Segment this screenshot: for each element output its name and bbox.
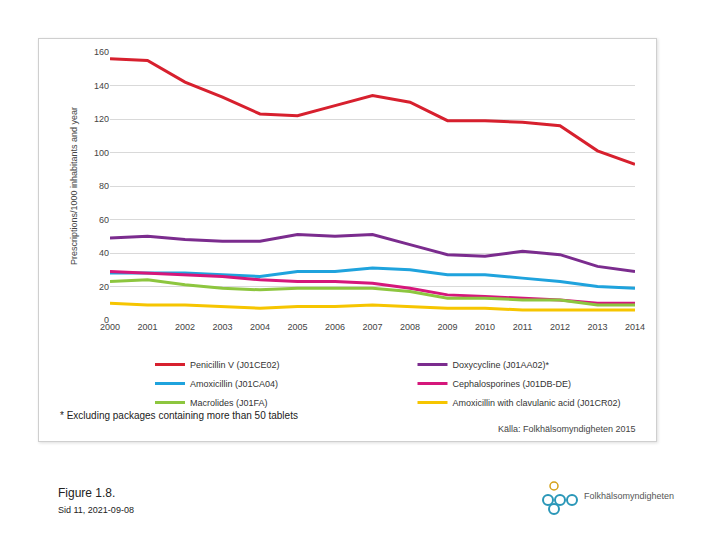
svg-text:2013: 2013	[587, 322, 607, 332]
svg-text:100: 100	[94, 148, 109, 158]
svg-text:2011: 2011	[513, 322, 532, 332]
svg-text:2009: 2009	[437, 322, 457, 332]
svg-text:2002: 2002	[175, 322, 195, 332]
svg-text:Cephalosporines (J01DB-DE): Cephalosporines (J01DB-DE)	[453, 379, 572, 389]
svg-text:2010: 2010	[475, 322, 495, 332]
svg-text:Amoxicillin with clavulanic ac: Amoxicillin with clavulanic acid (J01CR0…	[453, 398, 621, 408]
svg-text:Penicillin V (J01CE02): Penicillin V (J01CE02)	[190, 360, 280, 370]
svg-text:2005: 2005	[287, 322, 307, 332]
svg-text:0: 0	[104, 315, 109, 325]
svg-text:Macrolides (J01FA): Macrolides (J01FA)	[190, 398, 268, 408]
svg-text:2006: 2006	[325, 322, 345, 332]
svg-text:160: 160	[94, 47, 109, 57]
svg-text:2014: 2014	[625, 322, 645, 332]
svg-text:60: 60	[99, 215, 109, 225]
html-text:Figure 1.8.: Figure 1.8.	[58, 486, 116, 500]
svg-text:120: 120	[94, 114, 109, 124]
html-text:Sid 11, 2021-09-08: Sid 11, 2021-09-08	[58, 505, 134, 515]
svg-text:2007: 2007	[362, 322, 382, 332]
svg-text:2012: 2012	[550, 322, 570, 332]
svg-text:Prescriptions/1000 inhabitants: Prescriptions/1000 inhabitants and year	[69, 107, 79, 265]
svg-text:2008: 2008	[400, 322, 420, 332]
svg-text:Källa: Folkhälsomyndigheten 20: Källa: Folkhälsomyndigheten 2015	[498, 424, 636, 434]
svg-text:2000: 2000	[100, 322, 120, 332]
svg-text:80: 80	[99, 181, 109, 191]
svg-text:40: 40	[99, 248, 109, 258]
svg-text:* Excluding packages containin: * Excluding packages containing more tha…	[60, 410, 298, 421]
svg-text:2001: 2001	[137, 322, 157, 332]
svg-text:140: 140	[94, 81, 109, 91]
svg-text:2004: 2004	[250, 322, 270, 332]
html-text:Folkhälsomyndigheten: Folkhälsomyndigheten	[584, 491, 675, 501]
svg-text:2003: 2003	[212, 322, 232, 332]
svg-text:Doxycycline (J01AA02)*: Doxycycline (J01AA02)*	[453, 360, 550, 370]
svg-text:Amoxicillin (J01CA04): Amoxicillin (J01CA04)	[190, 379, 278, 389]
svg-text:20: 20	[99, 282, 109, 292]
